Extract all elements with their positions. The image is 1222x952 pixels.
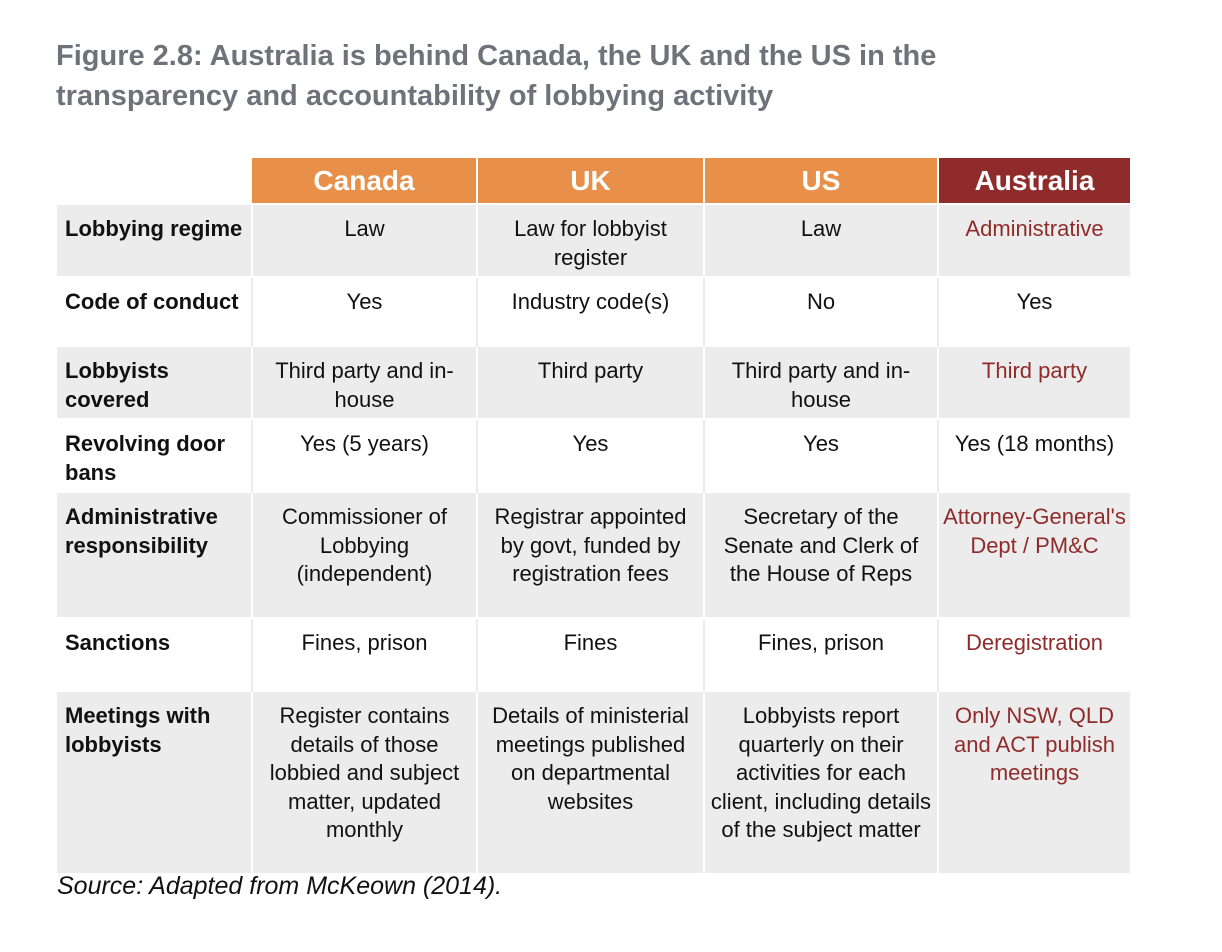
table-row: Meetings with lobbyists Register contain… (57, 690, 1130, 873)
comparison-table: Canada UK US Australia Lobbying regime L… (57, 158, 1130, 873)
cell-canada: Law (252, 203, 478, 277)
cell-us: No (704, 276, 939, 346)
cell-uk: Industry code(s) (477, 276, 705, 346)
column-header-uk: UK (477, 158, 705, 204)
cell-australia: Yes (18 months) (937, 418, 1130, 492)
cell-us: Fines, prison (704, 617, 939, 691)
cell-us: Yes (704, 418, 939, 492)
row-label: Sanctions (57, 617, 253, 691)
cell-us: Third party and in-house (704, 345, 939, 419)
cell-australia: Attorney-General's Dept / PM&C (937, 491, 1130, 618)
row-label: Code of conduct (57, 276, 253, 346)
cell-uk: Third party (477, 345, 705, 419)
row-label: Administrative responsibility (57, 491, 253, 618)
header-row: Canada UK US Australia (57, 158, 1130, 204)
cell-canada: Fines, prison (252, 617, 478, 691)
cell-us: Law (704, 203, 939, 277)
table-row: Sanctions Fines, prison Fines Fines, pri… (57, 617, 1130, 691)
row-label: Lobbyists covered (57, 345, 253, 419)
row-label: Meetings with lobbyists (57, 690, 253, 873)
table-row: Code of conduct Yes Industry code(s) No … (57, 276, 1130, 346)
cell-australia: Only NSW, QLD and ACT publish meetings (937, 690, 1130, 873)
table-row: Administrative responsibility Commission… (57, 491, 1130, 618)
row-label: Lobbying regime (57, 203, 253, 277)
cell-australia: Yes (937, 276, 1130, 346)
cell-canada: Commissioner of Lobbying (independent) (252, 491, 478, 618)
cell-uk: Details of ministerial meetings publishe… (477, 690, 705, 873)
cell-us: Secretary of the Senate and Clerk of the… (704, 491, 939, 618)
header-corner (57, 158, 252, 204)
cell-uk: Registrar appointed by govt, funded by r… (477, 491, 705, 618)
cell-uk: Law for lobbyist register (477, 203, 705, 277)
cell-canada: Third party and in-house (252, 345, 478, 419)
cell-australia: Deregistration (937, 617, 1130, 691)
cell-uk: Yes (477, 418, 705, 492)
cell-uk: Fines (477, 617, 705, 691)
figure-title: Figure 2.8: Australia is behind Canada, … (56, 40, 937, 112)
row-label: Revolving door bans (57, 418, 253, 492)
table-row: Revolving door bans Yes (5 years) Yes Ye… (57, 418, 1130, 492)
cell-canada: Yes (252, 276, 478, 346)
cell-canada: Register contains details of those lobbi… (252, 690, 478, 873)
column-header-us: US (704, 158, 939, 204)
cell-australia: Third party (937, 345, 1130, 419)
table-row: Lobbying regime Law Law for lobbyist reg… (57, 203, 1130, 277)
table-row: Lobbyists covered Third party and in-hou… (57, 345, 1130, 419)
cell-australia: Administrative (937, 203, 1130, 277)
column-header-australia: Australia (938, 158, 1130, 204)
column-header-canada: Canada (252, 158, 478, 204)
cell-us: Lobbyists report quarterly on their acti… (704, 690, 939, 873)
cell-canada: Yes (5 years) (252, 418, 478, 492)
source-note: Source: Adapted from McKeown (2014). (57, 872, 503, 900)
